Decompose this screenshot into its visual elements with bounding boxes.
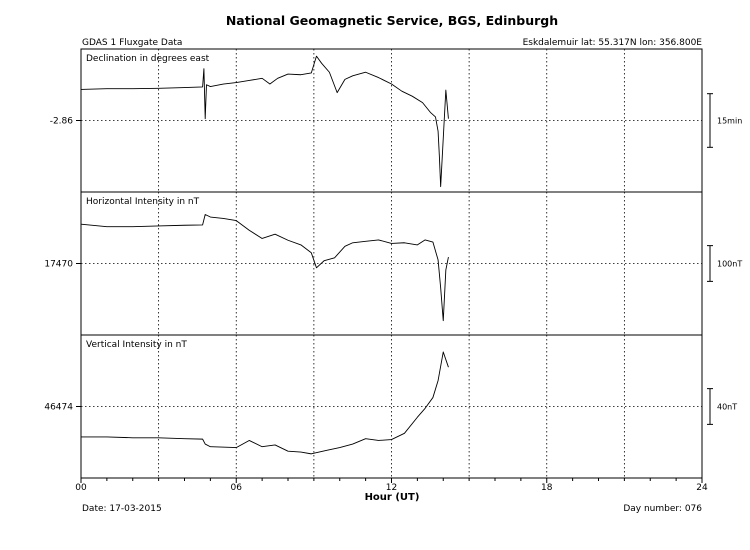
x-tick-label: 18: [541, 483, 553, 493]
scale-bar-label: 40nT: [717, 403, 737, 412]
x-axis: 00 06 12 18 24: [75, 478, 708, 493]
scale-bar-label: 15min: [717, 117, 742, 126]
panel-3: Vertical Intensity in nT 46474 40nT: [44, 334, 737, 479]
x-axis-label: Hour (UT): [365, 492, 420, 503]
scale-bar-label: 100nT: [717, 260, 742, 269]
data-series-line: [80, 214, 449, 322]
chart-title: National Geomagnetic Service, BGS, Edinb…: [226, 13, 558, 28]
data-series-line: [80, 55, 449, 188]
panels-group: Declination in degrees east -2.86 15min Hor…: [44, 48, 742, 479]
x-tick-label: 00: [75, 483, 87, 493]
date-label: Date: 17-03-2015: [82, 504, 162, 514]
instrument-label: GDAS 1 Fluxgate Data: [82, 38, 182, 48]
panel-2: Horizontal Intensity in nT 17470 100nT: [44, 191, 742, 336]
panel-title: Declination in degrees east: [86, 54, 210, 64]
station-label: Eskdalemuir lat: 55.317N lon: 356.800E: [523, 38, 703, 48]
x-tick-label: 06: [231, 483, 243, 493]
baseline-value-label: 17470: [44, 260, 73, 270]
data-series-line: [81, 351, 449, 455]
x-tick-label: 24: [696, 483, 708, 493]
day-number-label: Day number: 076: [623, 504, 702, 514]
panel-title: Horizontal Intensity in nT: [86, 197, 200, 207]
baseline-value-label: 46474: [44, 403, 73, 413]
panel-title: Vertical Intensity in nT: [86, 340, 187, 350]
x-tick-label: 12: [386, 483, 397, 493]
baseline-value-label: -2.86: [50, 117, 74, 127]
panel-1: Declination in degrees east -2.86 15min: [50, 48, 742, 193]
